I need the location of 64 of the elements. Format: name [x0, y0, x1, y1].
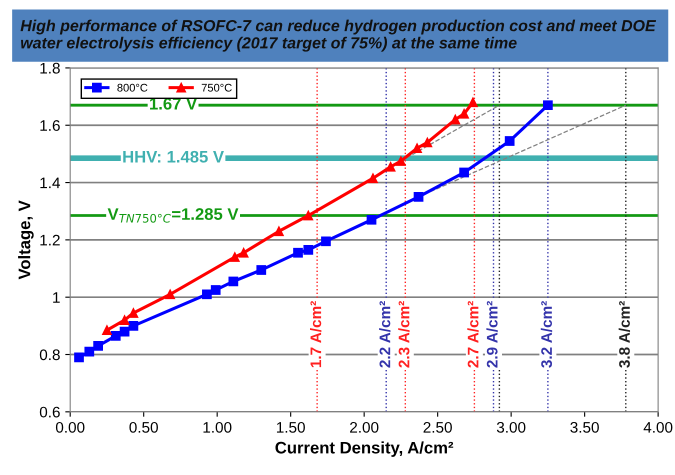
point	[450, 114, 460, 124]
point	[110, 331, 121, 341]
ref-line-label: 3.2 A/cm²	[540, 301, 552, 368]
point	[303, 210, 314, 220]
point	[414, 192, 424, 202]
ref-line-label: 2.3 A/cm²	[398, 301, 410, 368]
point	[93, 341, 103, 351]
ref-line-label: V$_{TN750°C}$=1.285 V	[108, 208, 238, 223]
point	[368, 173, 378, 184]
x-tick-label: 2.00	[350, 422, 378, 433]
x-tick-label: 0.00	[56, 422, 84, 433]
y-tick-label: 0.6	[40, 406, 60, 418]
point	[102, 325, 112, 336]
point	[303, 245, 314, 255]
point	[412, 143, 422, 154]
point	[321, 236, 331, 246]
x-tick-label: 2.50	[424, 422, 452, 433]
point	[120, 326, 130, 336]
point	[504, 136, 515, 146]
point	[274, 226, 284, 236]
ref-line-label: 2.9 A/cm²	[486, 301, 498, 368]
ref-line-label: 2.7 A/cm²	[467, 301, 479, 368]
point	[422, 138, 432, 148]
point	[202, 289, 212, 300]
point	[74, 352, 84, 362]
y-tick-label: 1	[53, 292, 60, 303]
ref-line-label: 1.7 A/cm²	[310, 301, 322, 368]
point	[468, 97, 478, 108]
point	[230, 252, 240, 262]
x-axis-title: Current Density, A/cm²	[275, 441, 454, 457]
x-tick-label: 3.00	[496, 422, 526, 433]
point	[366, 214, 376, 225]
point	[120, 315, 130, 325]
point	[228, 276, 238, 286]
y-tick-label: 1.8	[40, 62, 60, 74]
point	[293, 248, 303, 258]
point	[396, 156, 406, 166]
x-tick-label: 1.00	[203, 422, 232, 433]
point	[238, 248, 248, 258]
legend-label: 750°C	[202, 84, 232, 92]
band-label: HHV: 1.485 V	[123, 150, 224, 163]
point	[256, 265, 266, 275]
point	[210, 285, 221, 295]
x-tick-label: 4.00	[644, 422, 672, 433]
point	[165, 289, 176, 300]
y-tick-label: 0.8	[40, 349, 60, 360]
x-tick-label: 3.50	[570, 422, 599, 433]
point	[128, 320, 138, 331]
point	[459, 108, 469, 119]
point	[84, 346, 94, 357]
ref-line-label: 2.2 A/cm²	[379, 301, 390, 368]
y-axis-title: Voltage, V	[18, 200, 34, 280]
point	[459, 168, 469, 178]
x-tick-label: 1.50	[276, 422, 305, 433]
y-tick-label: 1.6	[40, 120, 60, 131]
point	[128, 308, 138, 318]
ref-line-label: 3.8 A/cm²	[618, 301, 630, 368]
point	[386, 162, 396, 172]
point	[543, 100, 553, 110]
y-tick-label: 1.4	[40, 178, 60, 188]
x-tick-label: 0.50	[129, 422, 158, 433]
y-tick-label: 1.2	[40, 234, 60, 246]
chart-title: High performance of RSOFC-7 can reduce hydrogen production cost and meet DOE water electrolysis efficiency (2017 target of 75%) at the same time	[20, 20, 656, 52]
legend-label: 800°C	[117, 84, 148, 92]
